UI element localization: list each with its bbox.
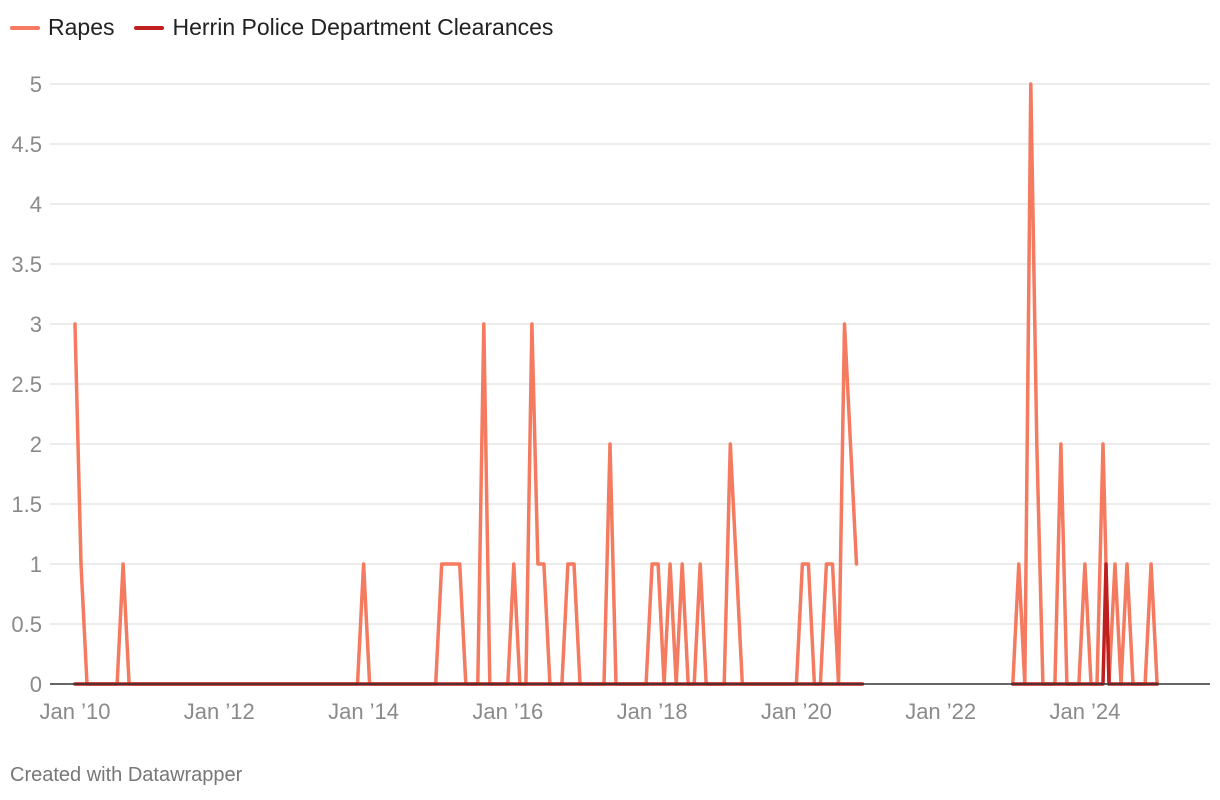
y-tick-label: 1.5	[11, 492, 42, 517]
x-tick-label: Jan ’14	[328, 699, 399, 724]
y-tick-label: 4	[30, 192, 42, 217]
x-tick-label: Jan ’16	[472, 699, 543, 724]
x-tick-label: Jan ’20	[761, 699, 832, 724]
y-tick-label: 2	[30, 432, 42, 457]
x-tick-label: Jan ’24	[1049, 699, 1120, 724]
legend-item-rapes: Rapes	[10, 14, 114, 41]
y-tick-label: 3	[30, 312, 42, 337]
legend-label-rapes: Rapes	[48, 14, 115, 40]
x-axis-ticks: Jan ’10 Jan ’12 Jan ’14 Jan ’16 Jan ’18 Jan ’…	[40, 699, 1121, 724]
x-tick-label: Jan ’12	[184, 699, 255, 724]
y-tick-label: 0	[30, 672, 42, 697]
x-tick-label: Jan ’18	[617, 699, 688, 724]
legend-label-clearances: Herrin Police Department Clearances	[172, 14, 554, 40]
legend-item-clearances: Herrin Police Department Clearances	[134, 14, 553, 41]
x-tick-label: Jan ’10	[40, 699, 111, 724]
y-tick-label: 4.5	[11, 132, 42, 157]
chart-legend: Rapes Herrin Police Department Clearance…	[10, 14, 553, 41]
legend-swatch-rapes	[10, 25, 40, 30]
gridlines	[50, 83, 1210, 625]
y-tick-label: 1	[30, 552, 42, 577]
footer-credit: Created with Datawrapper	[10, 764, 243, 786]
y-tick-label: 3.5	[11, 252, 42, 277]
y-axis-ticks: 0 0.5 1 1.5 2 2.5 3 3.5 4 4.5 5	[11, 72, 42, 697]
legend-swatch-clearances	[134, 25, 165, 30]
y-tick-label: 2.5	[11, 372, 42, 397]
y-tick-label: 5	[30, 72, 42, 97]
y-tick-label: 0.5	[11, 612, 42, 637]
x-tick-label: Jan ’22	[905, 699, 976, 724]
